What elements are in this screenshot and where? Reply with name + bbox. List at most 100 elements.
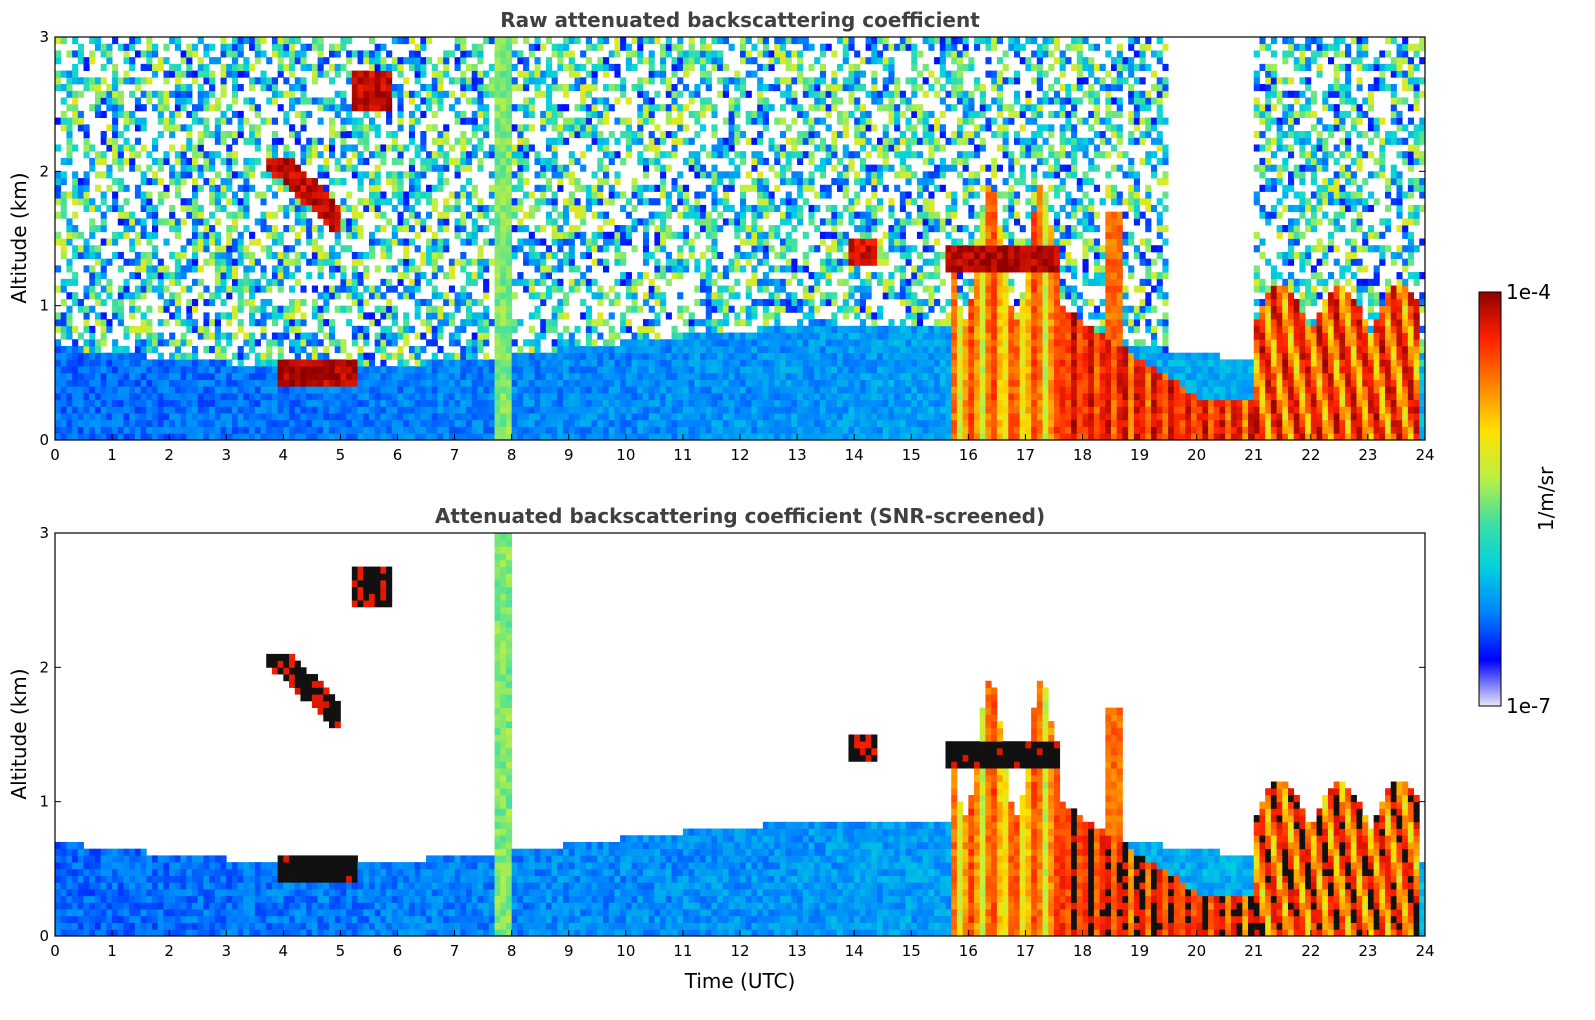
heatmap-cell xyxy=(642,144,650,152)
heatmap-cell xyxy=(83,285,90,293)
heatmap-cell xyxy=(106,372,113,380)
heatmap-cell xyxy=(614,278,621,286)
heatmap-cell xyxy=(140,104,147,112)
heatmap-cell xyxy=(351,124,358,132)
heatmap-cell xyxy=(266,117,273,125)
heatmap-cell xyxy=(100,359,107,367)
heatmap-cell xyxy=(500,63,507,71)
heatmap-cell xyxy=(585,319,592,327)
heatmap-cell xyxy=(751,178,758,186)
heatmap-cell xyxy=(517,278,524,286)
heatmap-cell xyxy=(163,97,170,105)
heatmap-cell xyxy=(386,63,393,71)
heatmap-cell xyxy=(77,50,84,58)
heatmap-cell xyxy=(568,157,575,166)
heatmap-cell xyxy=(454,413,461,421)
heatmap-cell xyxy=(466,211,473,219)
heatmap-cell xyxy=(340,245,347,253)
heatmap-cell xyxy=(214,292,221,300)
heatmap-cell xyxy=(757,131,764,139)
heatmap-cell xyxy=(317,406,324,414)
heatmap-cell xyxy=(717,392,724,401)
heatmap-cell xyxy=(254,305,261,313)
heatmap-cell xyxy=(408,278,416,286)
heatmap-cell xyxy=(397,117,404,125)
heatmap-cell xyxy=(443,157,450,166)
heatmap-cell xyxy=(66,392,73,401)
heatmap-cell xyxy=(152,406,159,414)
heatmap-cell xyxy=(397,37,404,45)
heatmap-cell xyxy=(408,433,416,440)
heatmap-cell xyxy=(762,110,769,118)
heatmap-cell xyxy=(117,184,124,192)
heatmap-cell xyxy=(374,57,381,65)
heatmap-cell xyxy=(677,191,684,199)
heatmap-cell xyxy=(757,238,764,246)
heatmap-cell xyxy=(271,211,279,219)
heatmap-cell xyxy=(129,433,136,440)
heatmap-cell xyxy=(420,57,427,65)
heatmap-cell xyxy=(523,372,530,380)
heatmap-cell xyxy=(340,90,347,98)
heatmap-cell xyxy=(237,204,244,213)
heatmap-cell xyxy=(728,426,735,434)
heatmap-cell xyxy=(391,144,398,152)
heatmap-cell xyxy=(654,164,661,172)
heatmap-cell xyxy=(112,359,119,367)
heatmap-cell xyxy=(608,419,615,427)
heatmap-cell xyxy=(374,70,381,78)
heatmap-cell xyxy=(551,204,558,213)
heatmap-cell xyxy=(517,144,524,152)
heatmap-cell xyxy=(374,191,381,199)
heatmap-cell xyxy=(89,204,96,213)
heatmap-cell xyxy=(677,433,684,440)
heatmap-cell xyxy=(466,178,473,186)
heatmap-cell xyxy=(203,325,210,333)
heatmap-cell xyxy=(677,117,684,125)
heatmap-cell xyxy=(762,339,769,347)
heatmap-cell xyxy=(112,399,119,407)
heatmap-cell xyxy=(123,413,130,421)
heatmap-cell xyxy=(551,144,558,152)
heatmap-cell xyxy=(477,90,484,98)
heatmap-cell xyxy=(671,345,678,354)
heatmap-cell xyxy=(551,225,558,233)
heatmap-cell xyxy=(745,57,752,65)
heatmap-cell xyxy=(414,191,421,199)
heatmap-cell xyxy=(134,325,142,333)
heatmap-cell xyxy=(368,312,376,320)
heatmap-cell xyxy=(180,285,187,293)
heatmap-cell xyxy=(745,305,752,313)
heatmap-cell xyxy=(100,433,107,440)
heatmap-cell xyxy=(94,359,102,367)
heatmap-cell xyxy=(55,70,62,78)
heatmap-cell xyxy=(163,184,170,192)
heatmap-cell xyxy=(134,137,142,145)
heatmap-cell xyxy=(117,366,124,374)
heatmap-cell xyxy=(329,272,336,280)
heatmap-cell xyxy=(443,352,450,360)
heatmap-cell xyxy=(374,392,381,401)
heatmap-cell xyxy=(146,77,153,85)
heatmap-cell xyxy=(174,379,181,387)
heatmap-cell xyxy=(682,57,690,65)
heatmap-cell xyxy=(466,305,473,313)
heatmap-cell xyxy=(528,325,535,333)
heatmap-cell xyxy=(420,164,427,172)
heatmap-cell xyxy=(540,225,547,233)
heatmap-cell xyxy=(431,372,438,380)
heatmap-cell xyxy=(580,379,587,387)
heatmap-cell xyxy=(642,117,650,125)
heatmap-cell xyxy=(146,43,153,51)
heatmap-cell xyxy=(294,97,301,105)
heatmap-cell xyxy=(346,204,353,213)
heatmap-cell xyxy=(523,211,530,219)
heatmap-cell xyxy=(152,70,159,78)
heatmap-cell xyxy=(580,419,587,427)
heatmap-cell xyxy=(89,157,96,166)
heatmap-cell xyxy=(734,312,741,320)
heatmap-cell xyxy=(443,151,450,159)
heatmap-cell xyxy=(648,198,655,206)
heatmap-cell xyxy=(694,171,701,179)
heatmap-cell xyxy=(682,258,690,266)
